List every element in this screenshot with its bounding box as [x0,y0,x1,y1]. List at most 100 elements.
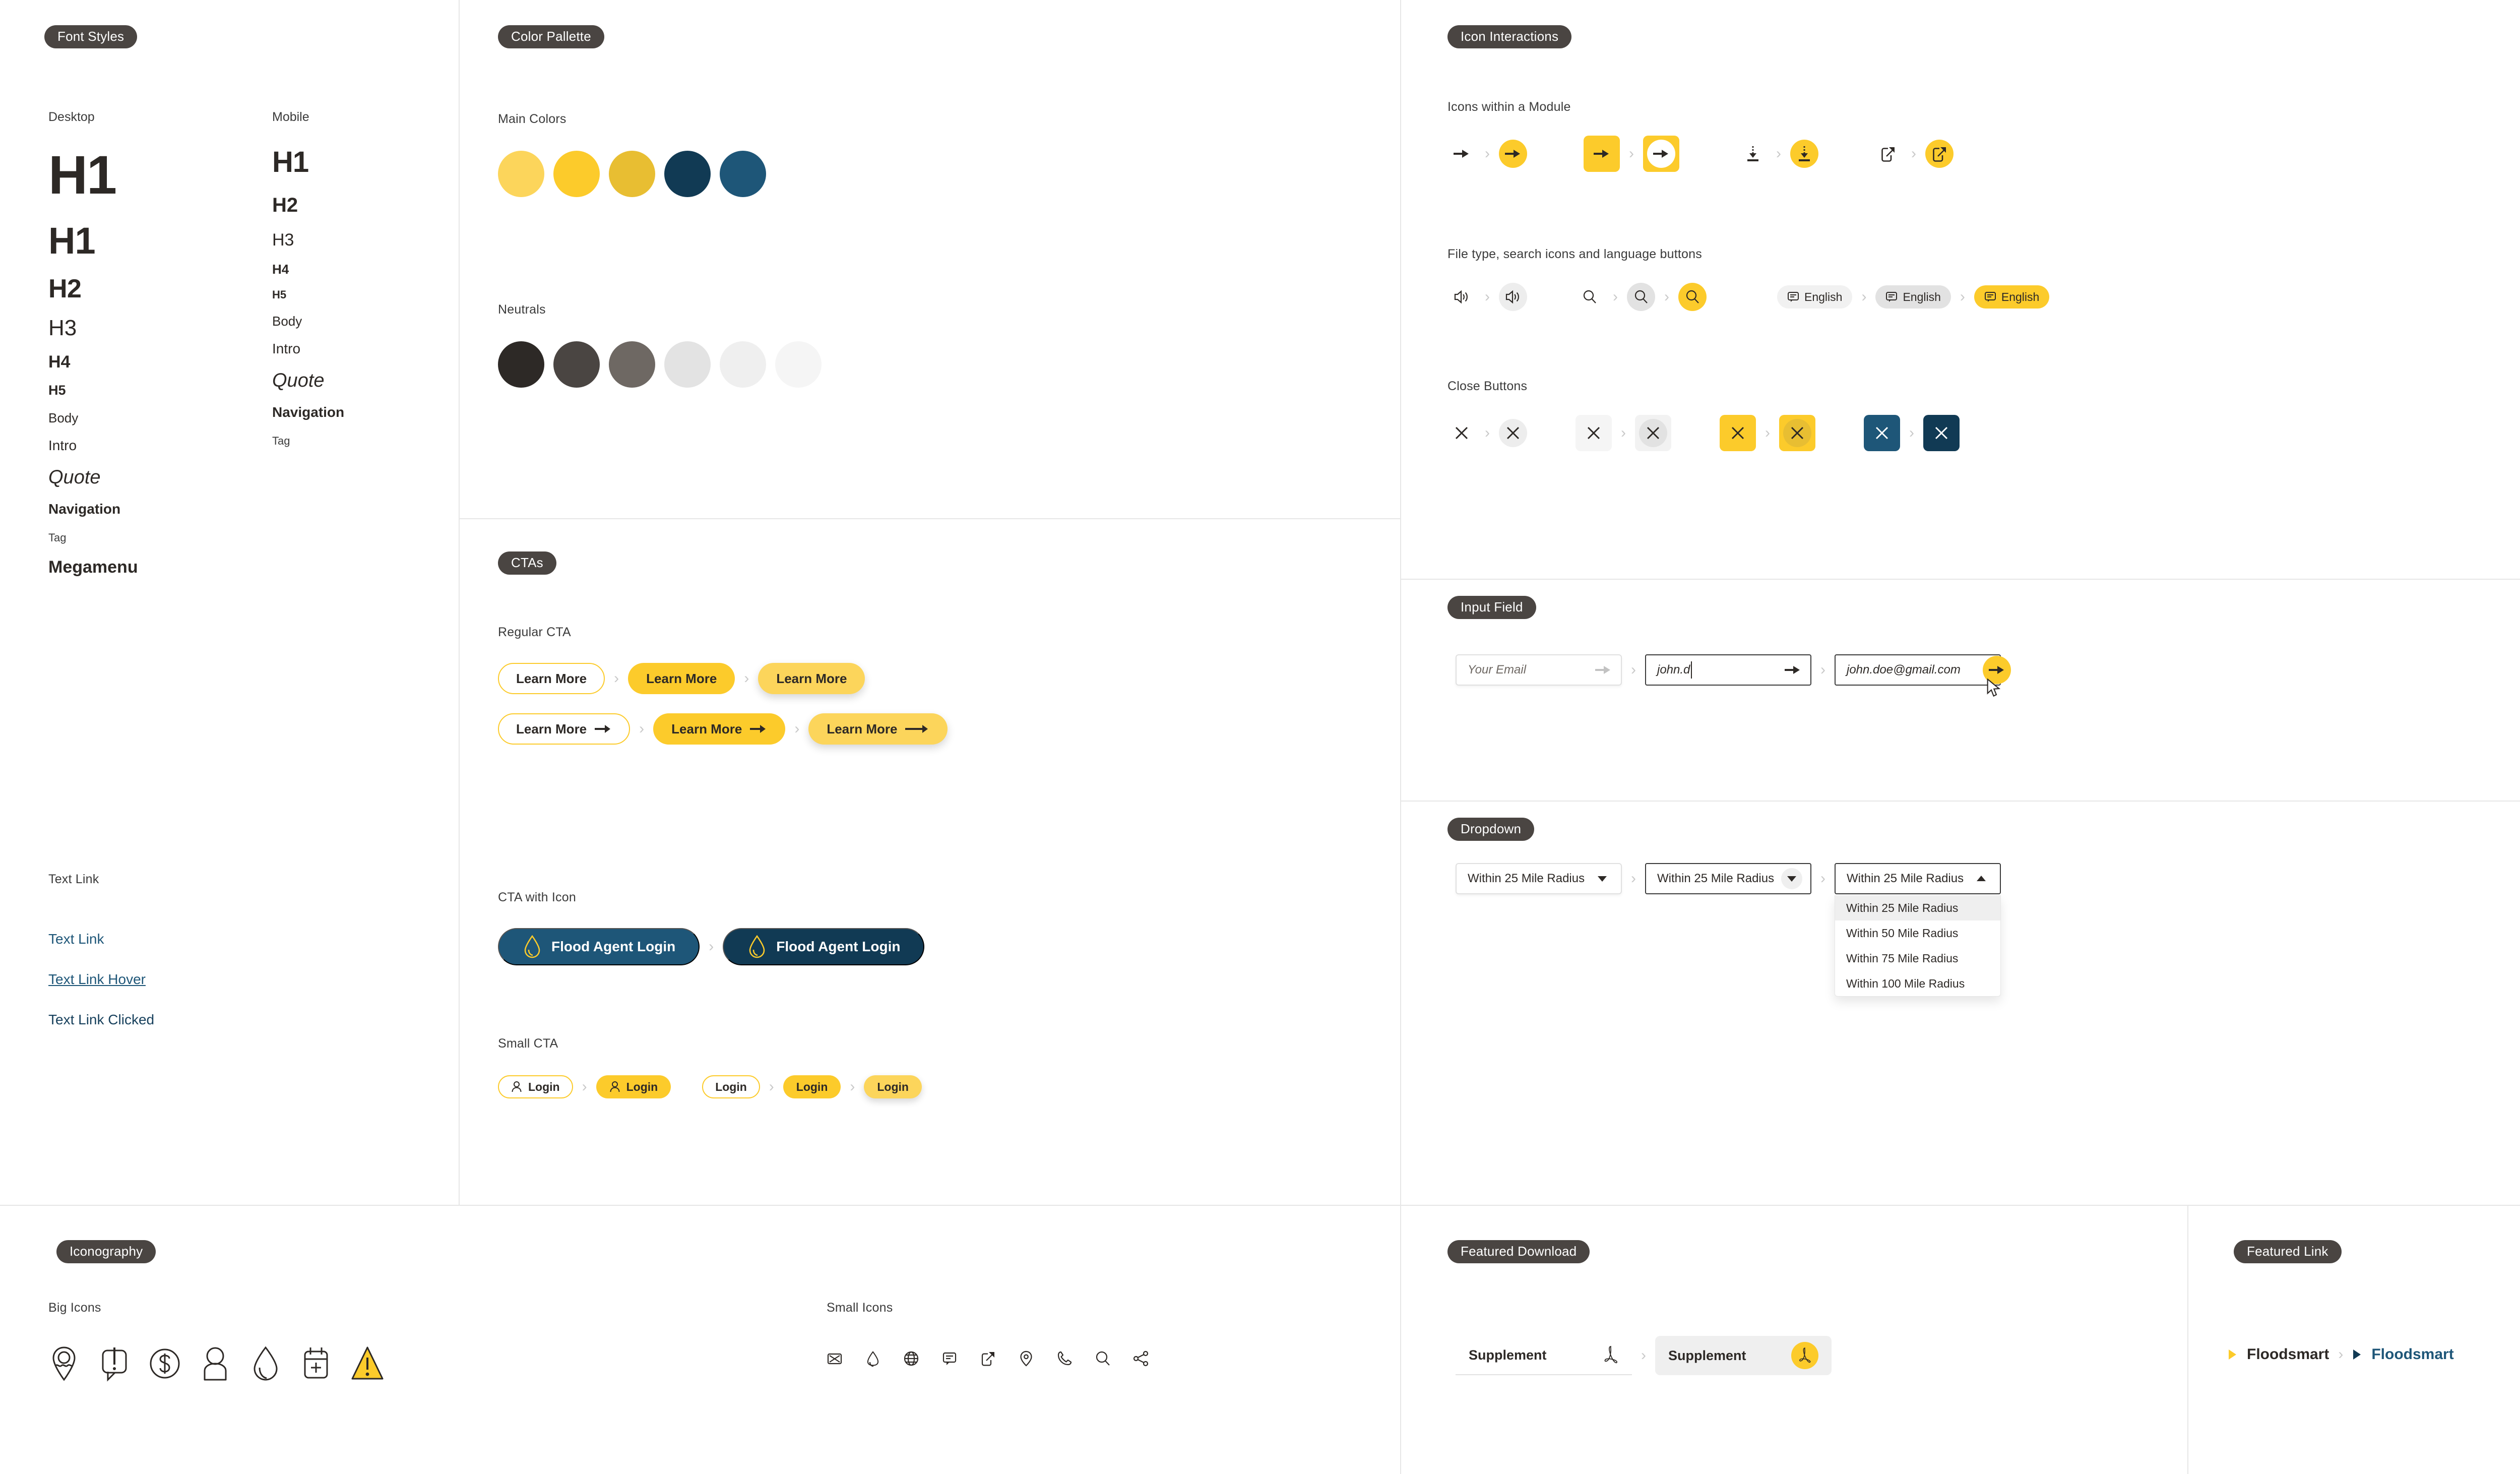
chevron-right-icon: › [1776,145,1781,162]
search-icon-plain[interactable] [1576,283,1604,311]
arrow-right-button-yellow-square-hover[interactable] [1643,136,1679,172]
login-button-outline-icon[interactable]: Login [498,1075,573,1098]
learn-more-arrow-button-outline[interactable]: Learn More [498,713,631,745]
chevron-right-icon: › [1911,145,1916,162]
type-sample-mobile-tag: Tag [272,435,290,447]
small-cta-group: Small CTA Login › Login Login › Login [498,1036,922,1098]
submit-arrow-icon-disabled[interactable] [1595,665,1612,674]
login-button-light[interactable]: Login [864,1075,922,1098]
swatch-neutral-3 [609,341,655,388]
email-input-default[interactable]: Your Email [1456,654,1622,686]
chevron-down-icon[interactable] [1781,868,1802,889]
login-button-solid[interactable]: Login [783,1075,841,1098]
arrow-right-icon [1505,150,1520,158]
cta-with-icon-row: Flood Agent Login › Flood Agent Login [498,928,925,965]
text-link-default[interactable]: Text Link [48,931,104,947]
download-icon-yellow-circle[interactable] [1790,140,1818,168]
arrow-right-icon-yellow-circle[interactable] [1499,140,1527,168]
arrow-right-icon-plain[interactable] [1447,140,1476,168]
text-link-group: Text Link Text Link Text Link Hover Text… [48,872,154,1027]
language-button-active[interactable]: English [1974,285,2050,309]
learn-more-button-solid[interactable]: Learn More [628,663,735,694]
pdf-download-button[interactable] [1791,1342,1818,1369]
featured-download-default[interactable]: Supplement [1456,1336,1632,1375]
sound-icon-grey-circle[interactable] [1499,283,1527,311]
close-button-blue-square[interactable] [1864,415,1900,451]
language-button-default[interactable]: English [1777,285,1853,309]
dropdown-default[interactable]: Within 25 Mile Radius [1456,863,1622,894]
close-icon [1791,426,1804,440]
learn-more-arrow-button-light[interactable]: Learn More [808,713,948,745]
chevron-right-icon: › [639,720,645,737]
chevron-up-icon[interactable] [1971,868,1992,889]
featured-link-default[interactable]: Floodsmart [2228,1346,2329,1363]
type-sample-mobile-body: Body [272,314,302,329]
login-button-solid-icon[interactable]: Login [596,1075,671,1098]
flood-agent-login-button-medium[interactable]: Flood Agent Login [498,928,700,965]
dropdown-open[interactable]: Within 25 Mile Radius Within 25 Mile Rad… [1835,863,2001,997]
close-icon [1731,426,1744,440]
cta-label: Flood Agent Login [551,939,676,954]
login-button-outline[interactable]: Login [702,1075,760,1098]
regular-cta-label: Regular CTA [498,625,571,639]
search-icon [1634,290,1648,303]
featured-link-hover[interactable]: Floodsmart [2352,1346,2454,1363]
chevron-down-icon[interactable] [1592,868,1613,889]
submit-arrow-icon[interactable] [1784,665,1801,674]
user-icon [204,1347,227,1381]
close-icon-plain[interactable] [1447,419,1476,447]
chevron-right-icon: › [850,1078,855,1095]
email-input-filled[interactable]: john.doe@gmail.com [1835,654,2011,697]
close-button-navy-square[interactable] [1923,415,1960,451]
close-icon-grey-circle[interactable] [1499,419,1527,447]
sound-icon [1454,290,1468,304]
external-link-icon-yellow-circle[interactable] [1925,140,1954,168]
arrow-right-button-yellow-square[interactable] [1584,136,1620,172]
small-cta-row: Login › Login Login › Login › Login [498,1075,922,1098]
search-icon-yellow-circle[interactable] [1678,283,1707,311]
search-icon-grey-circle[interactable] [1627,283,1655,311]
close-button-light-square-hover[interactable] [1635,415,1671,451]
language-button-hover[interactable]: English [1875,285,1951,309]
learn-more-button-outline[interactable]: Learn More [498,663,605,694]
swatch-neutral-4 [664,341,711,388]
divider-vertical-1 [459,0,460,1205]
section-pill-icon-interactions: Icon Interactions [1447,25,1572,48]
sound-icon-plain[interactable] [1447,283,1476,311]
external-link-icon-plain[interactable] [1874,140,1902,168]
arrow-right-icon [1594,150,1609,158]
dropdown-hover[interactable]: Within 25 Mile Radius [1645,863,1811,894]
text-link-clicked[interactable]: Text Link Clicked [48,1012,155,1027]
learn-more-arrow-button-solid[interactable]: Learn More [653,713,786,745]
download-icon-plain[interactable] [1739,140,1767,168]
arrow-right-icon [1454,150,1469,158]
language-label: English [2001,290,2040,303]
featured-download-title: Supplement [1469,1347,1547,1363]
close-button-yellow-square[interactable] [1720,415,1756,451]
swatch-neutral-1 [498,341,544,388]
section-pill-font-styles: Font Styles [44,25,138,48]
close-button-yellow-square-hover[interactable] [1779,415,1815,451]
dropdown-option[interactable]: Within 25 Mile Radius [1835,895,2000,920]
divider-horizontal-2 [1400,579,2520,580]
dropdown-option[interactable]: Within 75 Mile Radius [1846,951,1959,965]
arrow-right-icon [1653,150,1668,158]
type-sample-mobile-h1: H1 [272,146,309,178]
play-triangle-icon [2229,1349,2236,1360]
hover-circle [1783,419,1811,447]
water-drop-icon [524,935,540,958]
dropdown-option[interactable]: Within 100 Mile Radius [1846,976,1965,990]
chat-icon [942,1352,957,1365]
close-button-light-square[interactable] [1576,415,1612,451]
divider-horizontal-5 [0,1205,2520,1206]
small-icons-row [827,1350,1149,1367]
learn-more-button-light[interactable]: Learn More [758,663,865,694]
flood-agent-login-button-dark[interactable]: Flood Agent Login [723,928,925,965]
email-input-typing[interactable]: john.d [1645,654,1811,686]
chat-icon [1788,292,1799,302]
chevron-right-icon: › [1485,288,1490,305]
dropdown-option[interactable]: Within 50 Mile Radius [1846,926,1959,940]
search-icon [1686,290,1699,303]
text-link-hover[interactable]: Text Link Hover [48,971,146,987]
featured-download-hover[interactable]: Supplement [1655,1336,1832,1375]
